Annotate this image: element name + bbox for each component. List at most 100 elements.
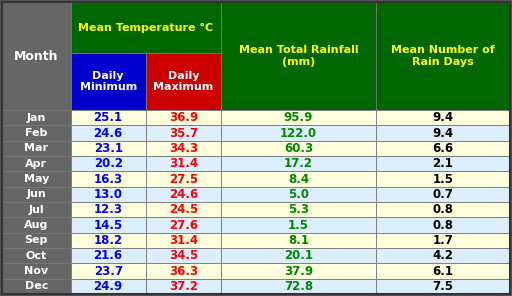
- Text: 2.1: 2.1: [433, 157, 454, 170]
- Bar: [2, 2, 71, 110]
- Text: 9.4: 9.4: [432, 126, 454, 139]
- Bar: [2, 126, 71, 141]
- Bar: [146, 202, 221, 217]
- Bar: [221, 110, 376, 126]
- Bar: [71, 279, 146, 294]
- Bar: [376, 202, 510, 217]
- Text: 5.3: 5.3: [288, 203, 309, 216]
- Bar: [71, 187, 146, 202]
- Bar: [2, 202, 71, 217]
- Text: Mean Total Rainfall
(mm): Mean Total Rainfall (mm): [239, 45, 358, 67]
- Text: 5.0: 5.0: [288, 188, 309, 201]
- Text: 7.5: 7.5: [433, 280, 454, 293]
- Bar: [2, 187, 71, 202]
- Text: 0.8: 0.8: [433, 203, 454, 216]
- Text: Mean Number of
Rain Days: Mean Number of Rain Days: [391, 45, 495, 67]
- Bar: [146, 141, 221, 156]
- Bar: [2, 263, 71, 279]
- Text: 37.2: 37.2: [169, 280, 198, 293]
- Text: Jul: Jul: [29, 205, 44, 215]
- Text: 20.2: 20.2: [94, 157, 123, 170]
- Text: Dec: Dec: [25, 281, 48, 291]
- Text: May: May: [24, 174, 49, 184]
- Text: 23.1: 23.1: [94, 142, 123, 155]
- Bar: [71, 53, 146, 110]
- Bar: [376, 233, 510, 248]
- Bar: [376, 248, 510, 263]
- Bar: [146, 171, 221, 187]
- Bar: [146, 187, 221, 202]
- Text: 17.2: 17.2: [284, 157, 313, 170]
- Text: 1.5: 1.5: [288, 218, 309, 231]
- Bar: [376, 126, 510, 141]
- Text: 1.7: 1.7: [433, 234, 454, 247]
- Bar: [376, 156, 510, 171]
- Text: Sep: Sep: [25, 235, 48, 245]
- Text: 24.5: 24.5: [169, 203, 198, 216]
- Bar: [146, 279, 221, 294]
- Text: 25.1: 25.1: [94, 111, 123, 124]
- Bar: [221, 171, 376, 187]
- Bar: [71, 263, 146, 279]
- Bar: [221, 141, 376, 156]
- Bar: [71, 217, 146, 233]
- Text: Oct: Oct: [26, 251, 47, 261]
- Text: 20.1: 20.1: [284, 249, 313, 262]
- Text: 24.6: 24.6: [94, 126, 123, 139]
- Text: 14.5: 14.5: [94, 218, 123, 231]
- Bar: [146, 263, 221, 279]
- Bar: [2, 156, 71, 171]
- Bar: [2, 141, 71, 156]
- Text: Mean Temperature °C: Mean Temperature °C: [78, 22, 214, 33]
- Text: Jun: Jun: [27, 189, 46, 199]
- Text: Nov: Nov: [24, 266, 48, 276]
- Bar: [2, 233, 71, 248]
- Bar: [146, 53, 221, 110]
- Bar: [376, 110, 510, 126]
- Text: Feb: Feb: [25, 128, 48, 138]
- Text: Apr: Apr: [25, 159, 47, 169]
- Bar: [71, 156, 146, 171]
- Text: 60.3: 60.3: [284, 142, 313, 155]
- Bar: [376, 187, 510, 202]
- Text: 35.7: 35.7: [169, 126, 198, 139]
- Text: 24.6: 24.6: [169, 188, 198, 201]
- Text: 34.3: 34.3: [169, 142, 198, 155]
- Bar: [2, 110, 71, 126]
- Text: 16.3: 16.3: [94, 173, 123, 186]
- Bar: [221, 217, 376, 233]
- Text: 36.9: 36.9: [169, 111, 198, 124]
- Bar: [146, 156, 221, 171]
- Text: 95.9: 95.9: [284, 111, 313, 124]
- Text: Month: Month: [14, 49, 58, 62]
- Bar: [376, 263, 510, 279]
- Bar: [221, 126, 376, 141]
- Text: 122.0: 122.0: [280, 126, 317, 139]
- Text: 13.0: 13.0: [94, 188, 123, 201]
- Bar: [71, 2, 221, 53]
- Text: 6.1: 6.1: [433, 265, 454, 278]
- Text: 8.1: 8.1: [288, 234, 309, 247]
- Bar: [146, 110, 221, 126]
- Bar: [221, 233, 376, 248]
- Text: 21.6: 21.6: [94, 249, 123, 262]
- Text: 8.4: 8.4: [288, 173, 309, 186]
- Bar: [376, 171, 510, 187]
- Bar: [376, 217, 510, 233]
- Text: 72.8: 72.8: [284, 280, 313, 293]
- Bar: [376, 279, 510, 294]
- Bar: [2, 217, 71, 233]
- Bar: [221, 187, 376, 202]
- Text: 0.8: 0.8: [433, 218, 454, 231]
- Bar: [221, 263, 376, 279]
- Bar: [71, 202, 146, 217]
- Bar: [2, 171, 71, 187]
- Bar: [221, 156, 376, 171]
- Bar: [71, 110, 146, 126]
- Bar: [221, 202, 376, 217]
- Text: 1.5: 1.5: [433, 173, 454, 186]
- Text: 31.4: 31.4: [169, 157, 198, 170]
- Bar: [2, 248, 71, 263]
- Text: 27.6: 27.6: [169, 218, 198, 231]
- Text: Daily
Minimum: Daily Minimum: [79, 71, 137, 92]
